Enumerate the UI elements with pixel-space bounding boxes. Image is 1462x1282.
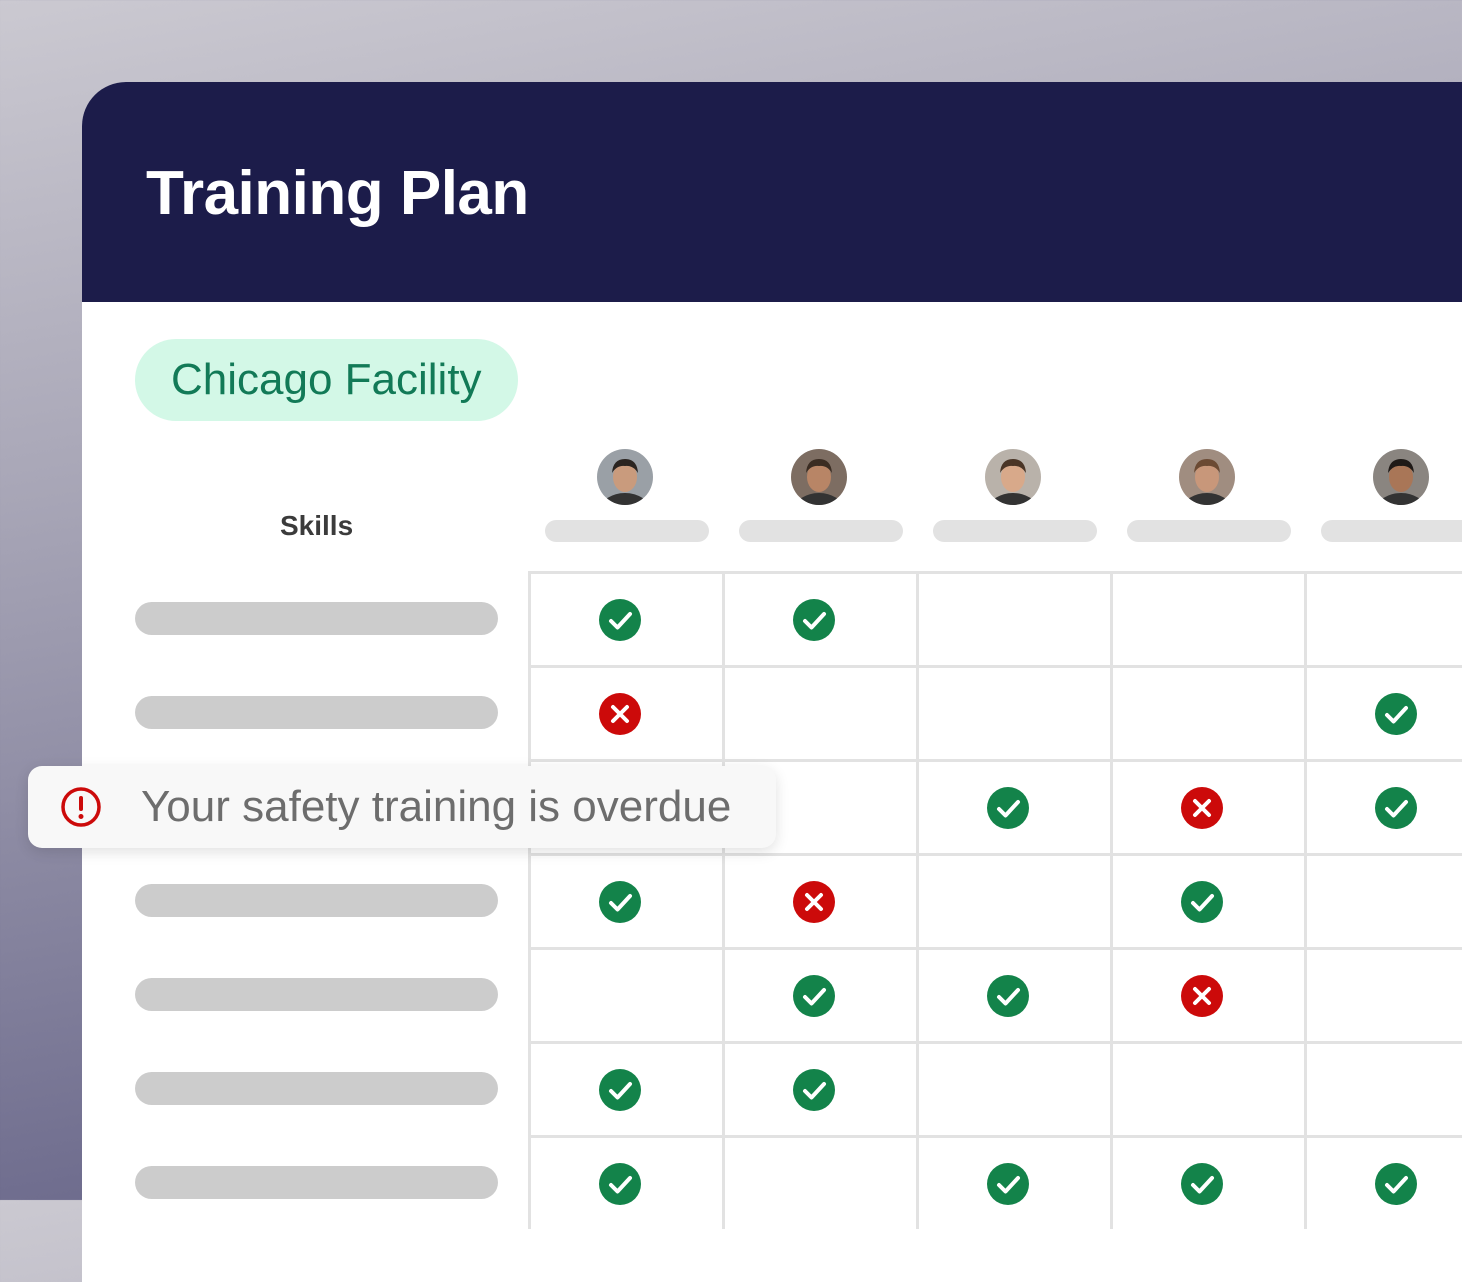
- matrix-cell[interactable]: [1110, 571, 1304, 665]
- matrix-cell[interactable]: [1110, 853, 1304, 947]
- check-circle-icon: [1374, 692, 1417, 735]
- check-circle-icon: [792, 598, 835, 641]
- check-circle-icon: [792, 974, 835, 1017]
- matrix-cell[interactable]: [528, 1041, 722, 1135]
- skill-name-placeholder: [135, 602, 498, 635]
- matrix-cell[interactable]: [722, 571, 916, 665]
- matrix-cell[interactable]: [1304, 1041, 1462, 1135]
- avatar-3[interactable]: [985, 449, 1041, 505]
- check-circle-icon: [792, 1068, 835, 1111]
- matrix-cell[interactable]: [722, 1041, 916, 1135]
- overdue-toast[interactable]: Your safety training is overdue: [28, 766, 776, 848]
- matrix-cell[interactable]: [1110, 947, 1304, 1041]
- alert-circle-icon: [61, 787, 101, 827]
- check-circle-icon: [1180, 1162, 1223, 1205]
- check-circle-icon: [1180, 880, 1223, 923]
- check-circle-icon: [1374, 786, 1417, 829]
- x-circle-icon: [598, 692, 641, 735]
- matrix-cell[interactable]: [528, 665, 722, 759]
- page-title: Training Plan: [146, 159, 529, 228]
- matrix-cell[interactable]: [916, 853, 1110, 947]
- matrix-cell[interactable]: [1304, 571, 1462, 665]
- header: Training Plan: [82, 82, 1462, 302]
- matrix-cell[interactable]: [916, 759, 1110, 853]
- check-circle-icon: [598, 880, 641, 923]
- check-circle-icon: [986, 786, 1029, 829]
- toast-message: Your safety training is overdue: [141, 782, 732, 831]
- avatar-5[interactable]: [1373, 449, 1429, 505]
- avatar-4[interactable]: [1179, 449, 1235, 505]
- x-circle-icon: [1180, 786, 1223, 829]
- matrix-cell[interactable]: [916, 1135, 1110, 1229]
- location-badge[interactable]: Chicago Facility: [135, 339, 518, 421]
- check-circle-icon: [598, 1162, 641, 1205]
- matrix-cell[interactable]: [1304, 947, 1462, 1041]
- matrix-cell[interactable]: [916, 665, 1110, 759]
- person-name-placeholder: [739, 520, 903, 542]
- skill-name-placeholder: [135, 696, 498, 729]
- matrix-cell[interactable]: [1304, 853, 1462, 947]
- x-circle-icon: [1180, 974, 1223, 1017]
- skill-name-placeholder: [135, 1072, 498, 1105]
- avatar-1[interactable]: [597, 449, 653, 505]
- skills-column-header: Skills: [280, 510, 354, 541]
- person-name-placeholder: [1321, 520, 1462, 542]
- matrix-cell[interactable]: [722, 947, 916, 1041]
- person-name-placeholder: [933, 520, 1097, 542]
- matrix-cell[interactable]: [1110, 665, 1304, 759]
- matrix-cell[interactable]: [528, 853, 722, 947]
- person-name-placeholder: [1127, 520, 1291, 542]
- training-plan-card: Training Plan Chicago Facility Skills: [82, 82, 1462, 1282]
- check-circle-icon: [1374, 1162, 1417, 1205]
- matrix-cell[interactable]: [916, 947, 1110, 1041]
- x-circle-icon: [792, 880, 835, 923]
- matrix-cell[interactable]: [528, 947, 722, 1041]
- matrix-cell[interactable]: [1110, 759, 1304, 853]
- matrix-cell[interactable]: [1304, 759, 1462, 853]
- skill-name-placeholder: [135, 1166, 498, 1199]
- matrix-cell[interactable]: [916, 1041, 1110, 1135]
- matrix-cell[interactable]: [1110, 1135, 1304, 1229]
- avatar-2[interactable]: [791, 449, 847, 505]
- check-circle-icon: [986, 974, 1029, 1017]
- matrix-cell[interactable]: [528, 1135, 722, 1229]
- check-circle-icon: [598, 598, 641, 641]
- skill-name-placeholder: [135, 884, 498, 917]
- person-name-placeholder: [545, 520, 709, 542]
- check-circle-icon: [598, 1068, 641, 1111]
- check-circle-icon: [986, 1162, 1029, 1205]
- matrix-cell[interactable]: [1304, 1135, 1462, 1229]
- matrix-cell[interactable]: [722, 1135, 916, 1229]
- matrix-cell[interactable]: [1110, 1041, 1304, 1135]
- matrix-cell[interactable]: [916, 571, 1110, 665]
- matrix-cell[interactable]: [528, 571, 722, 665]
- matrix-cell[interactable]: [722, 853, 916, 947]
- skill-name-placeholder: [135, 978, 498, 1011]
- matrix-cell[interactable]: [722, 665, 916, 759]
- matrix-cell[interactable]: [1304, 665, 1462, 759]
